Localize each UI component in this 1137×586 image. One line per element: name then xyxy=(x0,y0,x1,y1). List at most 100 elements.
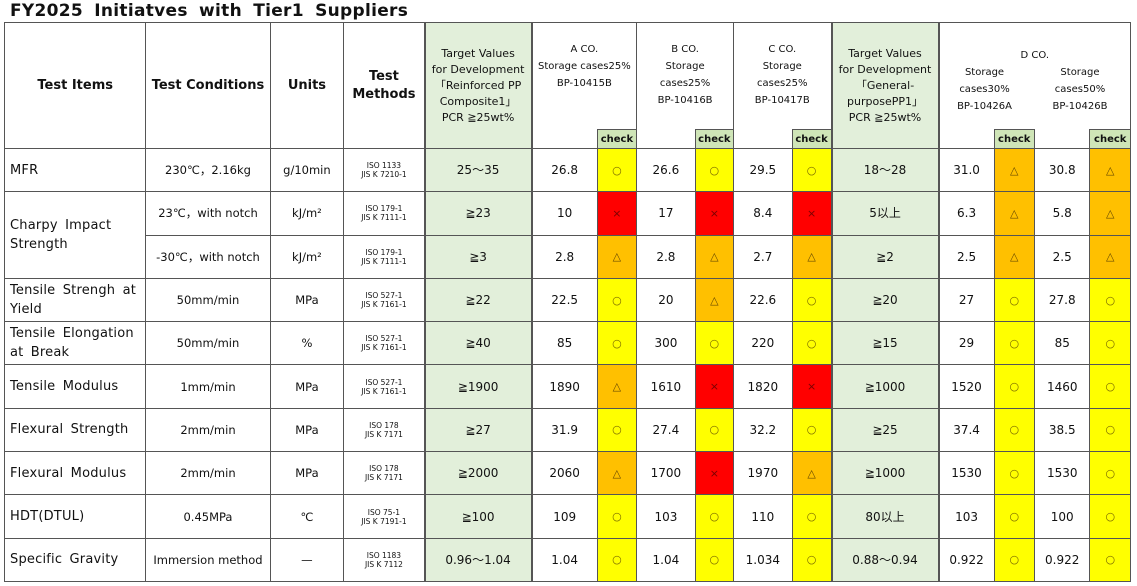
cell-check-a: △ xyxy=(596,451,638,496)
table-row: HDT(DTUL) 0.45MPa ℃ ISO 75-1 JIS K 7191-1 ≧10… xyxy=(3,494,1131,539)
cell-value-a: 109 xyxy=(531,494,598,539)
cell-check-d1: ○ xyxy=(993,451,1035,496)
table-row: Tensile Elongation at Break 50mm/min% ISO … xyxy=(3,321,1131,366)
cell-value-d2: 5.8 xyxy=(1033,191,1091,236)
check-header-b: check xyxy=(694,129,735,149)
cell-check-c: ○ xyxy=(791,147,833,193)
cell-target-general: 5以上 xyxy=(830,191,940,236)
cell-test-item: Tensile Strengh at Yield xyxy=(3,277,147,323)
cell-check-d1: △ xyxy=(993,147,1035,193)
cell-value-b: 2.8 xyxy=(636,234,696,279)
cell-check-c: × xyxy=(791,364,833,409)
cell-value-a: 22.5 xyxy=(531,277,598,323)
cell-check-c: △ xyxy=(791,234,833,279)
cell-target-reinforced: ≧40 xyxy=(423,321,533,366)
table-row: MFR 230℃，2.16kg g/10min ISO 1133 JIS K 7210-… xyxy=(3,147,1131,193)
cell-unit: MPa xyxy=(269,277,345,323)
cell-test-item: Flexural Modulus xyxy=(3,451,147,496)
cell-method: ISO 75-1 JIS K 7191-1 xyxy=(343,494,426,539)
table-row: Charpy Impact Strength 23℃，with notch kJ/m… xyxy=(3,191,1131,279)
cell-check-b: ○ xyxy=(694,494,735,539)
cell-value-d1: 31.0 xyxy=(938,147,995,193)
cell-value-d1: 1520 xyxy=(938,364,995,409)
cell-test-item: Charpy Impact Strength xyxy=(3,191,147,279)
cell-value-b: 300 xyxy=(636,321,696,366)
cell-target-reinforced: ≧3 xyxy=(423,234,533,279)
cell-check-a: ○ xyxy=(596,147,638,193)
cell-check-d1: ○ xyxy=(993,407,1035,453)
cell-check-d2: ○ xyxy=(1089,364,1131,409)
cell-unit: MPa xyxy=(269,451,345,496)
cell-check-d2: ○ xyxy=(1089,321,1131,366)
cell-check-d1: ○ xyxy=(993,364,1035,409)
cell-value-c: 220 xyxy=(733,321,793,366)
cell-unit: % xyxy=(269,321,345,366)
cell-test-item: Tensile Elongation at Break xyxy=(3,321,147,366)
cell-target-reinforced: 25～35 xyxy=(423,147,533,193)
cell-method: ISO 1133 JIS K 7210-1 xyxy=(343,147,426,193)
cell-check-c: ○ xyxy=(791,407,833,453)
cell-check-c: ○ xyxy=(791,494,833,539)
cell-check-c: ○ xyxy=(791,277,833,323)
cell-value-a: 85 xyxy=(531,321,598,366)
cell-target-reinforced: ≧2000 xyxy=(423,451,533,496)
cell-value-d2: 1460 xyxy=(1033,364,1091,409)
cell-value-c: 1820 xyxy=(733,364,793,409)
cell-condition: -30℃，with notch xyxy=(145,234,271,279)
cell-test-item: Specific Gravity xyxy=(3,537,147,583)
cell-value-b: 1610 xyxy=(636,364,696,409)
cell-value-b: 1700 xyxy=(636,451,696,496)
table-row: Tensile Strengh at Yield 50mm/min MPa ISO 5… xyxy=(3,277,1131,323)
cell-test-item: Flexural Strength xyxy=(3,407,147,453)
cell-value-d2: 27.8 xyxy=(1033,277,1091,323)
header-target-general: Target Values for Development 「General-pur… xyxy=(830,22,940,149)
check-header-d1: check xyxy=(993,129,1035,149)
cell-check-b: ○ xyxy=(694,407,735,453)
cell-test-item: Tensile Modulus xyxy=(3,364,147,409)
header-a-co: A CO. Storage cases25% BP-10415B xyxy=(531,22,638,130)
header-test-methods: Test Methods xyxy=(343,22,426,149)
cell-target-general: ≧1000 xyxy=(830,451,940,496)
cell-check-b: △ xyxy=(694,234,735,279)
cell-check-d2: ○ xyxy=(1089,494,1131,539)
header-d1: Storage cases30% BP-10426A xyxy=(957,67,1012,112)
cell-check-d2: ○ xyxy=(1089,277,1131,323)
cell-check-c: × xyxy=(791,191,833,236)
header-c-co: C CO. Storage cases25% BP-10417B xyxy=(733,22,832,130)
cell-check-d2: ○ xyxy=(1089,537,1131,583)
header-b-co: B CO. Storage cases25% BP-10416B xyxy=(636,22,735,130)
cell-value-b: 103 xyxy=(636,494,696,539)
table-row: Flexural Strength 2mm/min MPa ISO 178 JIS K … xyxy=(3,407,1131,453)
cell-value-a: 1.04 xyxy=(531,537,598,583)
cell-value-c: 1970 xyxy=(733,451,793,496)
cell-target-general: ≧2 xyxy=(830,234,940,279)
cell-value-a: 2060 xyxy=(531,451,598,496)
cell-method: ISO 178 JIS K 7171 xyxy=(343,451,426,496)
cell-value-c: 22.6 xyxy=(733,277,793,323)
cell-check-a: ○ xyxy=(596,407,638,453)
header-test-conditions: Test Conditions xyxy=(145,22,271,149)
cell-method: ISO 527-1 JIS K 7161-1 xyxy=(343,277,426,323)
header-d-co: D CO. Storage cases30% BP-10426A Storage ca… xyxy=(938,22,1131,130)
header-d2: Storage cases50% BP-10426B xyxy=(1052,67,1108,112)
header-units: Units xyxy=(269,22,345,149)
cell-value-a: 26.8 xyxy=(531,147,598,193)
cell-check-d1: △ xyxy=(993,191,1035,236)
cell-check-d2: △ xyxy=(1089,234,1131,279)
cell-check-a: △ xyxy=(596,234,638,279)
cell-unit: ℃ xyxy=(269,494,345,539)
table-row: -30℃，with notch kJ/m² ISO 179-1 JIS K 7111-… xyxy=(5,234,1131,279)
check-header-a: check xyxy=(596,129,638,149)
cell-condition: 50mm/min xyxy=(145,321,271,366)
cell-value-d1: 29 xyxy=(938,321,995,366)
cell-condition: 2mm/min xyxy=(145,407,271,453)
cell-value-c: 1.034 xyxy=(733,537,793,583)
cell-value-d1: 37.4 xyxy=(938,407,995,453)
cell-value-d2: 30.8 xyxy=(1033,147,1091,193)
cell-value-b: 1.04 xyxy=(636,537,696,583)
cell-condition: 1mm/min xyxy=(145,364,271,409)
cell-check-d1: △ xyxy=(993,234,1035,279)
cell-condition: 230℃，2.16kg xyxy=(145,147,271,193)
cell-check-d1: ○ xyxy=(993,494,1035,539)
cell-value-c: 110 xyxy=(733,494,793,539)
